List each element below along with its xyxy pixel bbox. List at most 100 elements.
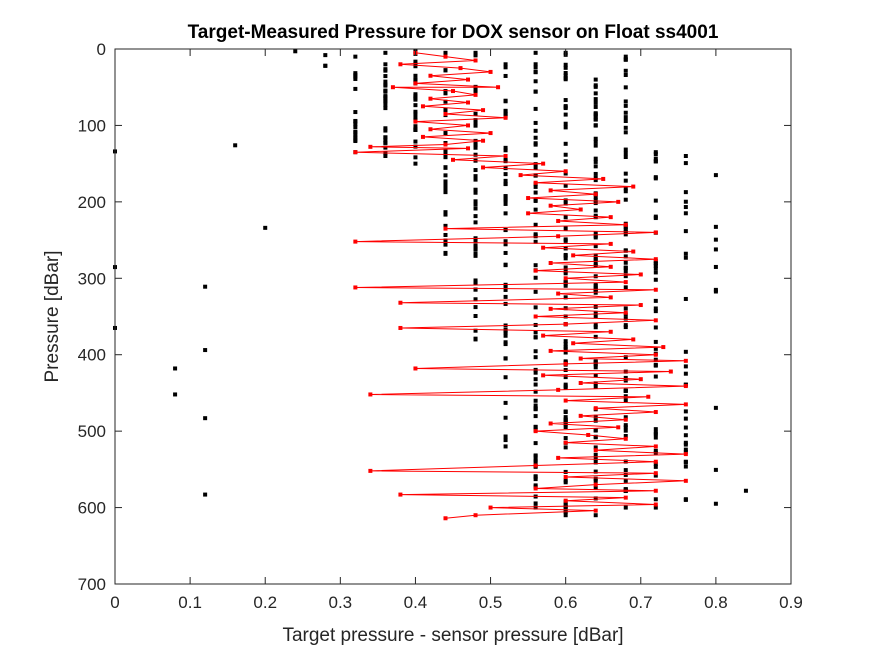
data-point bbox=[503, 356, 508, 361]
series-point bbox=[683, 478, 688, 483]
series-point bbox=[623, 495, 628, 500]
data-point bbox=[533, 135, 538, 140]
series-point bbox=[683, 384, 688, 389]
data-point bbox=[623, 425, 628, 430]
series-point bbox=[503, 154, 508, 158]
data-point bbox=[413, 64, 418, 69]
data-point bbox=[203, 284, 208, 289]
data-point bbox=[563, 339, 568, 344]
series-point bbox=[563, 361, 568, 366]
data-point bbox=[623, 228, 628, 233]
data-point bbox=[593, 244, 598, 249]
data-point bbox=[563, 425, 568, 430]
data-point bbox=[593, 123, 598, 128]
data-point bbox=[563, 73, 568, 78]
series-point bbox=[443, 516, 448, 521]
data-point bbox=[353, 54, 358, 59]
data-point bbox=[473, 247, 478, 252]
series-point bbox=[593, 406, 598, 411]
data-point bbox=[383, 138, 388, 143]
data-point bbox=[623, 316, 628, 321]
data-point bbox=[683, 349, 688, 354]
selected-profile-series bbox=[353, 50, 688, 521]
series-point bbox=[608, 241, 613, 246]
data-point bbox=[653, 374, 658, 379]
data-point bbox=[353, 137, 358, 142]
data-point bbox=[683, 425, 688, 430]
data-point bbox=[533, 106, 538, 111]
series-point bbox=[398, 325, 403, 330]
series-point bbox=[623, 310, 628, 315]
data-point bbox=[683, 229, 688, 234]
series-point bbox=[548, 203, 553, 208]
data-point bbox=[533, 263, 538, 268]
data-point bbox=[503, 444, 508, 449]
data-point bbox=[623, 433, 628, 438]
data-point bbox=[623, 369, 628, 374]
x-tick-label: 0.3 bbox=[329, 593, 353, 612]
data-point bbox=[593, 97, 598, 102]
series-point bbox=[466, 100, 471, 105]
data-point bbox=[443, 242, 448, 247]
series-point bbox=[556, 218, 561, 223]
data-point bbox=[533, 501, 538, 506]
data-point bbox=[623, 54, 628, 59]
series-point bbox=[503, 115, 508, 120]
data-point bbox=[533, 377, 538, 382]
data-point bbox=[593, 235, 598, 240]
data-point bbox=[683, 296, 688, 301]
data-point bbox=[623, 232, 628, 237]
data-point bbox=[413, 124, 418, 129]
data-point bbox=[593, 208, 598, 213]
data-point bbox=[503, 329, 508, 334]
data-point bbox=[383, 89, 388, 94]
data-point bbox=[653, 435, 658, 440]
data-point bbox=[593, 198, 598, 203]
data-point bbox=[443, 173, 448, 178]
data-point bbox=[623, 72, 628, 77]
data-point bbox=[173, 366, 178, 371]
data-point bbox=[563, 513, 568, 518]
x-tick-label: 0.4 bbox=[404, 593, 428, 612]
data-point bbox=[443, 223, 448, 228]
series-point bbox=[653, 488, 658, 493]
data-point bbox=[233, 143, 238, 148]
data-point bbox=[293, 49, 298, 54]
data-point bbox=[713, 289, 718, 294]
data-point bbox=[443, 212, 448, 217]
x-tick-label: 0 bbox=[110, 593, 119, 612]
data-point bbox=[593, 456, 598, 461]
data-point bbox=[323, 53, 328, 58]
data-point bbox=[473, 152, 478, 157]
data-point bbox=[383, 95, 388, 100]
x-tick-label: 0.7 bbox=[629, 593, 653, 612]
data-point bbox=[563, 98, 568, 103]
data-point bbox=[563, 346, 568, 351]
data-point bbox=[683, 255, 688, 260]
data-point bbox=[473, 214, 478, 219]
series-point bbox=[413, 81, 418, 86]
series-point bbox=[413, 366, 418, 371]
data-point bbox=[593, 288, 598, 293]
series-point bbox=[368, 144, 373, 149]
series-point bbox=[556, 455, 561, 460]
data-point bbox=[533, 398, 538, 403]
data-point bbox=[563, 415, 568, 420]
data-point bbox=[563, 121, 568, 126]
series-point bbox=[533, 463, 538, 468]
data-point bbox=[623, 68, 628, 73]
data-point bbox=[653, 270, 658, 275]
y-tick-label: 600 bbox=[78, 499, 106, 518]
data-point bbox=[593, 84, 598, 89]
series-point bbox=[541, 161, 546, 166]
series-point bbox=[420, 104, 425, 109]
data-point bbox=[563, 469, 568, 474]
data-point bbox=[683, 497, 688, 502]
data-point bbox=[713, 467, 718, 472]
data-point bbox=[713, 224, 718, 229]
data-point bbox=[593, 478, 598, 483]
plot-area bbox=[115, 49, 791, 584]
data-point bbox=[563, 62, 568, 67]
data-point bbox=[503, 294, 508, 299]
y-tick-label: 100 bbox=[78, 116, 106, 135]
